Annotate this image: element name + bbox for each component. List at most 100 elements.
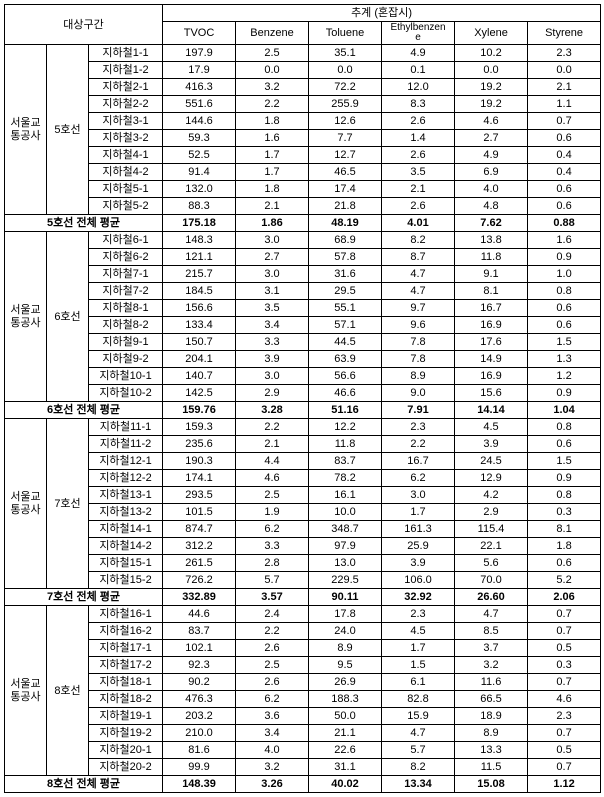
table-row: 지하철4-152.51.712.72.64.90.4 [5,147,601,164]
station-cell: 지하철8-1 [89,300,163,317]
line-cell: 5호선 [47,45,89,215]
value-cell: 2.1 [382,181,455,198]
value-cell: 2.2 [382,436,455,453]
col-header-5: Styrene [528,22,601,45]
value-cell: 82.8 [382,691,455,708]
table-row: 지하철7-1215.73.031.64.79.11.0 [5,266,601,283]
table-row: 지하철19-2210.03.421.14.78.90.7 [5,725,601,742]
value-cell: 3.0 [236,266,309,283]
value-cell: 3.9 [455,436,528,453]
station-cell: 지하철6-2 [89,249,163,266]
value-cell: 0.8 [528,283,601,300]
value-cell: 8.2 [382,759,455,776]
average-value-cell: 26.60 [455,589,528,606]
value-cell: 1.8 [236,113,309,130]
value-cell: 1.9 [236,504,309,521]
value-cell: 6.2 [236,521,309,538]
average-label: 7호선 전체 평균 [5,589,163,606]
value-cell: 8.5 [455,623,528,640]
value-cell: 4.6 [455,113,528,130]
value-cell: 3.5 [236,300,309,317]
average-value-cell: 15.08 [455,776,528,793]
station-cell: 지하철11-1 [89,419,163,436]
value-cell: 2.9 [455,504,528,521]
value-cell: 4.9 [455,147,528,164]
value-cell: 726.2 [163,572,236,589]
value-cell: 13.8 [455,232,528,249]
value-cell: 101.5 [163,504,236,521]
value-cell: 348.7 [309,521,382,538]
value-cell: 0.9 [528,470,601,487]
value-cell: 12.0 [382,79,455,96]
average-label: 6호선 전체 평균 [5,402,163,419]
value-cell: 140.7 [163,368,236,385]
value-cell: 19.2 [455,96,528,113]
average-value-cell: 3.28 [236,402,309,419]
average-value-cell: 148.39 [163,776,236,793]
value-cell: 52.5 [163,147,236,164]
average-value-cell: 7.91 [382,402,455,419]
value-cell: 10.0 [309,504,382,521]
value-cell: 142.5 [163,385,236,402]
table-row: 지하철2-2551.62.2255.98.319.21.1 [5,96,601,113]
value-cell: 9.1 [455,266,528,283]
station-cell: 지하철6-1 [89,232,163,249]
value-cell: 13.0 [309,555,382,572]
station-cell: 지하철10-1 [89,368,163,385]
table-row: 지하철13-2101.51.910.01.72.90.3 [5,504,601,521]
operator-cell: 서울교통공사 [5,232,47,402]
value-cell: 1.5 [528,334,601,351]
value-cell: 24.0 [309,623,382,640]
value-cell: 4.2 [455,487,528,504]
station-cell: 지하철17-1 [89,640,163,657]
value-cell: 0.0 [455,62,528,79]
value-cell: 184.5 [163,283,236,300]
value-cell: 2.6 [236,640,309,657]
value-cell: 0.3 [528,657,601,674]
value-cell: 5.2 [528,572,601,589]
value-cell: 16.1 [309,487,382,504]
value-cell: 106.0 [382,572,455,589]
value-cell: 293.5 [163,487,236,504]
table-row: 지하철14-2312.23.397.925.922.11.8 [5,538,601,555]
value-cell: 3.7 [455,640,528,657]
average-value-cell: 51.16 [309,402,382,419]
average-value-cell: 332.89 [163,589,236,606]
value-cell: 4.6 [236,470,309,487]
value-cell: 9.6 [382,317,455,334]
value-cell: 5.7 [236,572,309,589]
table-row: 서울교통공사7호선지하철11-1159.32.212.22.34.50.8 [5,419,601,436]
value-cell: 15.6 [455,385,528,402]
value-cell: 99.9 [163,759,236,776]
average-value-cell: 32.92 [382,589,455,606]
value-cell: 68.9 [309,232,382,249]
station-cell: 지하철18-2 [89,691,163,708]
value-cell: 190.3 [163,453,236,470]
value-cell: 0.4 [528,147,601,164]
value-cell: 15.9 [382,708,455,725]
value-cell: 0.6 [528,436,601,453]
table-row: 지하철7-2184.53.129.54.78.10.8 [5,283,601,300]
station-cell: 지하철2-2 [89,96,163,113]
table-header: 대상구간 추계 (혼잡시) TVOCBenzeneTolueneEthylben… [5,5,601,45]
value-cell: 2.7 [236,249,309,266]
value-cell: 235.6 [163,436,236,453]
value-cell: 78.2 [309,470,382,487]
value-cell: 121.1 [163,249,236,266]
value-cell: 188.3 [309,691,382,708]
data-table: 대상구간 추계 (혼잡시) TVOCBenzeneTolueneEthylben… [4,4,601,793]
value-cell: 2.6 [382,113,455,130]
average-value-cell: 2.06 [528,589,601,606]
table-row: 지하철4-291.41.746.53.56.90.4 [5,164,601,181]
value-cell: 2.3 [382,419,455,436]
station-cell: 지하철1-1 [89,45,163,62]
station-cell: 지하철2-1 [89,79,163,96]
value-cell: 255.9 [309,96,382,113]
value-cell: 21.8 [309,198,382,215]
value-cell: 7.8 [382,334,455,351]
value-cell: 4.7 [382,266,455,283]
value-cell: 6.2 [382,470,455,487]
value-cell: 72.2 [309,79,382,96]
value-cell: 3.4 [236,317,309,334]
value-cell: 8.9 [309,640,382,657]
